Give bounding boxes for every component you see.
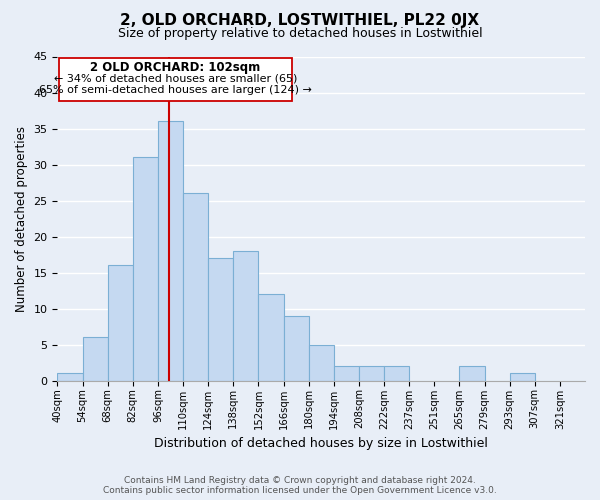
Y-axis label: Number of detached properties: Number of detached properties bbox=[15, 126, 28, 312]
Bar bbox=[384, 366, 409, 380]
Bar bbox=[208, 258, 233, 380]
Bar bbox=[308, 344, 334, 380]
Bar bbox=[233, 251, 259, 380]
Bar bbox=[107, 266, 133, 380]
Bar bbox=[133, 158, 158, 380]
Bar bbox=[509, 374, 535, 380]
X-axis label: Distribution of detached houses by size in Lostwithiel: Distribution of detached houses by size … bbox=[154, 437, 488, 450]
Bar bbox=[58, 374, 83, 380]
Bar bbox=[334, 366, 359, 380]
Text: Size of property relative to detached houses in Lostwithiel: Size of property relative to detached ho… bbox=[118, 28, 482, 40]
Bar bbox=[259, 294, 284, 380]
Bar bbox=[83, 338, 107, 380]
Text: 65% of semi-detached houses are larger (124) →: 65% of semi-detached houses are larger (… bbox=[39, 86, 312, 96]
Bar bbox=[460, 366, 485, 380]
Bar bbox=[359, 366, 384, 380]
Text: Contains HM Land Registry data © Crown copyright and database right 2024.
Contai: Contains HM Land Registry data © Crown c… bbox=[103, 476, 497, 495]
Text: 2, OLD ORCHARD, LOSTWITHIEL, PL22 0JX: 2, OLD ORCHARD, LOSTWITHIEL, PL22 0JX bbox=[121, 12, 479, 28]
FancyBboxPatch shape bbox=[59, 58, 292, 101]
Text: 2 OLD ORCHARD: 102sqm: 2 OLD ORCHARD: 102sqm bbox=[91, 61, 260, 74]
Bar bbox=[183, 194, 208, 380]
Text: ← 34% of detached houses are smaller (65): ← 34% of detached houses are smaller (65… bbox=[54, 74, 297, 84]
Bar bbox=[284, 316, 308, 380]
Bar bbox=[158, 122, 183, 380]
